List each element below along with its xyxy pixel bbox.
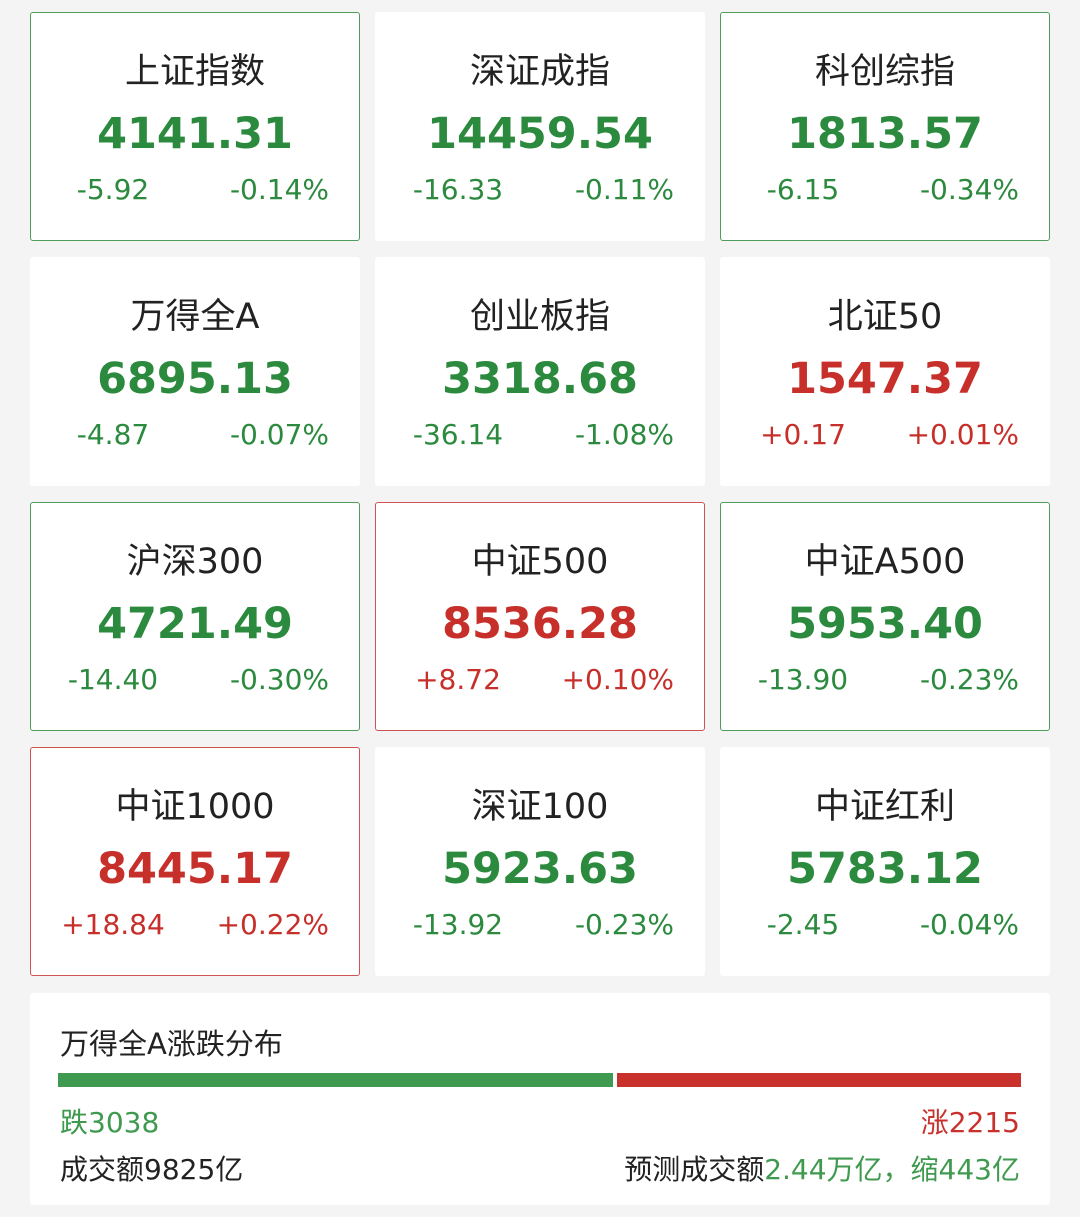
index-value: 4141.31	[97, 109, 293, 159]
index-name: 中证A500	[804, 542, 966, 582]
rise-count: 涨2215	[921, 1101, 1020, 1141]
index-card: 上证指数 4141.31 -5.92 -0.14%	[30, 12, 360, 241]
index-card: 沪深300 4721.49 -14.40 -0.30%	[30, 502, 360, 731]
index-percent: -0.30%	[229, 663, 329, 696]
index-change: -14.40	[67, 663, 159, 696]
index-card: 创业板指 3318.68 -36.14 -1.08%	[375, 257, 705, 486]
index-name: 北证50	[827, 297, 943, 337]
forecast-label: 预测成交额	[624, 1153, 765, 1186]
index-name: 科创综指	[814, 52, 955, 92]
index-card: 北证50 1547.37 +0.17 +0.01%	[720, 257, 1050, 486]
index-name: 上证指数	[124, 52, 265, 92]
index-percent: -0.04%	[919, 908, 1019, 941]
index-name: 创业板指	[469, 297, 610, 337]
index-card: 中证1000 8445.17 +18.84 +0.22%	[30, 747, 360, 976]
index-value: 8445.17	[97, 844, 293, 894]
index-change: +8.72	[415, 663, 501, 696]
index-name: 沪深300	[126, 542, 264, 582]
index-percent: +0.22%	[216, 908, 329, 941]
index-change: -5.92	[76, 173, 150, 206]
index-card: 科创综指 1813.57 -6.15 -0.34%	[720, 12, 1050, 241]
distribution-panel: 万得全A涨跌分布 跌3038 涨2215 成交额9825亿 预测成交额2.44万…	[30, 993, 1050, 1205]
index-name: 中证500	[471, 542, 609, 582]
fall-bar	[58, 1073, 613, 1087]
index-change: -13.92	[412, 908, 504, 941]
index-percent: +0.01%	[906, 418, 1019, 451]
index-change: -13.90	[757, 663, 849, 696]
index-change: +0.17	[760, 418, 846, 451]
index-value: 5953.40	[787, 599, 983, 649]
index-change: -2.45	[766, 908, 840, 941]
rise-number: 2215	[948, 1106, 1020, 1139]
index-name: 万得全A	[130, 297, 260, 337]
index-percent: -0.23%	[919, 663, 1019, 696]
fall-count: 跌3038	[60, 1101, 159, 1141]
index-change: -36.14	[412, 418, 504, 451]
index-percent: -0.07%	[229, 418, 329, 451]
index-percent: -0.23%	[574, 908, 674, 941]
rise-label: 涨	[920, 1106, 949, 1139]
index-change: -16.33	[412, 173, 504, 206]
rise-bar	[616, 1073, 1021, 1087]
index-name: 深证成指	[469, 52, 610, 92]
index-name: 深证100	[471, 787, 609, 827]
index-card: 深证100 5923.63 -13.92 -0.23%	[375, 747, 705, 976]
index-percent: -0.14%	[229, 173, 329, 206]
index-value: 14459.54	[427, 109, 653, 159]
turnover: 成交额9825亿	[60, 1153, 244, 1186]
index-value: 4721.49	[97, 599, 293, 649]
index-percent: -0.11%	[574, 173, 674, 206]
index-value: 6895.13	[97, 354, 293, 404]
index-value: 8536.28	[442, 599, 638, 649]
index-name: 中证1000	[115, 787, 275, 827]
index-percent: -0.34%	[919, 173, 1019, 206]
index-value: 1547.37	[787, 354, 983, 404]
index-value: 3318.68	[442, 354, 638, 404]
index-change: +18.84	[61, 908, 165, 941]
forecast-value: 2.44万亿，缩443亿	[764, 1153, 1020, 1186]
distribution-bar	[58, 1073, 1021, 1087]
forecast: 预测成交额2.44万亿，缩443亿	[624, 1148, 1020, 1188]
index-change: -6.15	[766, 173, 840, 206]
distribution-title: 万得全A涨跌分布	[60, 1027, 283, 1061]
index-percent: +0.10%	[561, 663, 674, 696]
index-name: 中证红利	[814, 787, 955, 827]
index-card: 中证500 8536.28 +8.72 +0.10%	[375, 502, 705, 731]
index-value: 1813.57	[787, 109, 983, 159]
index-card: 中证红利 5783.12 -2.45 -0.04%	[720, 747, 1050, 976]
fall-label: 跌	[60, 1106, 89, 1139]
index-value: 5783.12	[787, 844, 983, 894]
fall-number: 3038	[88, 1106, 160, 1139]
index-card: 深证成指 14459.54 -16.33 -0.11%	[375, 12, 705, 241]
index-change: -4.87	[76, 418, 150, 451]
index-percent: -1.08%	[574, 418, 674, 451]
index-card: 中证A500 5953.40 -13.90 -0.23%	[720, 502, 1050, 731]
index-value: 5923.63	[442, 844, 638, 894]
index-card: 万得全A 6895.13 -4.87 -0.07%	[30, 257, 360, 486]
